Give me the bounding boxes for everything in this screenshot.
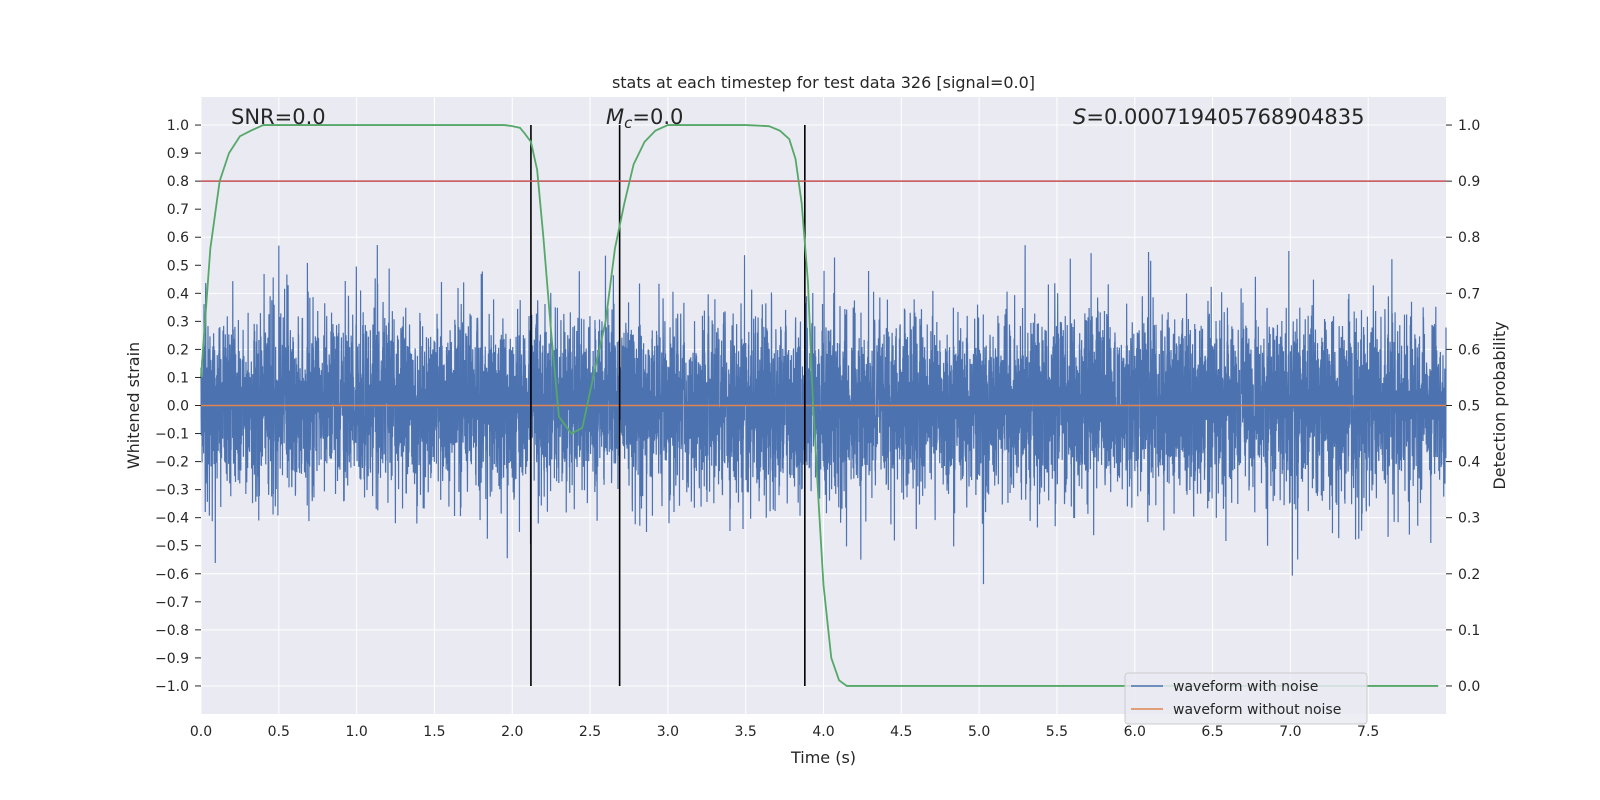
x-tick-label-11: 5.5	[1046, 724, 1068, 740]
detection-probability-path	[200, 124, 1439, 687]
y-tick-label-11: −0.1	[155, 427, 189, 443]
y-tick-label-16: −0.6	[155, 567, 189, 583]
x-tick-label-13: 6.5	[1201, 724, 1223, 740]
x-tick-label-6: 3.0	[657, 724, 679, 740]
x-axis-ticks: 0.0 0.5 1.0 1.5 2.0 2.5 3.0 3.5 4.0 4.5 5.0 5.5 6.0 6…	[190, 724, 1379, 740]
s-value: =0.000719405768904835	[1086, 105, 1364, 129]
y-axis-ticks: 1.0 0.9 0.8 0.7 0.6 0.5 0.4 0.3 0.2 0.1 0.0 −0.1 −0.…	[155, 118, 201, 695]
x-tick-label-9: 4.5	[890, 724, 912, 740]
vertical-markers	[530, 125, 806, 686]
y-tick-label-7: 0.3	[167, 314, 189, 330]
x-tick-label-10: 5.0	[968, 724, 990, 740]
legend-box	[1124, 672, 1368, 725]
x-tick-label-12: 6.0	[1124, 724, 1146, 740]
y2-tick-label-7: 0.3	[1458, 511, 1480, 527]
y2-tick-label-8: 0.2	[1458, 567, 1480, 583]
y2-axis-label: Detection probability	[1490, 321, 1509, 489]
x-tick-label-14: 7.0	[1279, 724, 1301, 740]
y-tick-label-15: −0.5	[155, 539, 189, 555]
y2-tick-label-1: 0.9	[1458, 174, 1480, 190]
y-tick-label-20: −1.0	[155, 679, 189, 695]
y2-tick-label-2: 0.8	[1458, 230, 1480, 246]
chirp-mass-symbol: M	[606, 105, 624, 129]
y-axis-label: Whitened strain	[124, 342, 143, 469]
y-tick-label-5: 0.5	[167, 258, 189, 274]
legend: waveform with noise waveform without noi…	[1124, 672, 1368, 725]
x-tick-label-2: 1.0	[345, 724, 367, 740]
y-tick-label-0: 1.0	[167, 118, 189, 134]
y-tick-label-9: 0.1	[167, 370, 189, 386]
chart-title: stats at each timestep for test data 326…	[612, 73, 1035, 92]
x-tick-label-4: 2.0	[501, 724, 523, 740]
waveform-with-noise-path	[200, 244, 1447, 585]
y2-tick-label-5: 0.5	[1458, 399, 1480, 415]
legend-label-waveform-with-noise: waveform with noise	[1173, 679, 1318, 695]
y2-tick-label-0: 1.0	[1458, 118, 1480, 134]
x-tick-label-5: 2.5	[579, 724, 601, 740]
s-annotation: S=0.000719405768904835	[1073, 105, 1364, 129]
y-tick-label-17: −0.7	[155, 595, 189, 611]
snr-annotation: SNR=0.0	[231, 105, 326, 129]
x-tick-label-1: 0.5	[268, 724, 290, 740]
chirp-mass-value: =0.0	[632, 105, 683, 129]
y2-tick-label-4: 0.6	[1458, 342, 1480, 358]
y-tick-label-10: 0.0	[167, 399, 189, 415]
y-tick-label-4: 0.6	[167, 230, 189, 246]
y-tick-label-1: 0.9	[167, 146, 189, 162]
chirp-mass-subscript: c	[624, 114, 633, 132]
x-tick-label-8: 4.0	[812, 724, 834, 740]
s-symbol: S	[1073, 105, 1086, 129]
x-axis-label: Time (s)	[790, 748, 856, 767]
y-tick-label-12: −0.2	[155, 455, 189, 471]
y-tick-label-14: −0.4	[155, 511, 189, 527]
chirp-mass-annotation: Mc=0.0	[606, 105, 683, 132]
y2-axis-ticks: 1.0 0.9 0.8 0.7 0.6 0.5 0.4 0.3 0.2 0.1 0.0	[1446, 118, 1480, 695]
y2-tick-label-10: 0.0	[1458, 679, 1480, 695]
x-tick-label-0: 0.0	[190, 724, 212, 740]
y2-tick-label-3: 0.7	[1458, 286, 1480, 302]
legend-label-waveform-without-noise: waveform without noise	[1173, 702, 1341, 718]
x-tick-label-7: 3.5	[735, 724, 757, 740]
y-tick-label-8: 0.2	[167, 342, 189, 358]
waveform-with-noise-line	[200, 244, 1447, 585]
x-tick-label-3: 1.5	[423, 724, 445, 740]
y-tick-label-2: 0.8	[167, 174, 189, 190]
x-tick-label-15: 7.5	[1357, 724, 1379, 740]
y-tick-label-6: 0.4	[167, 286, 189, 302]
y2-tick-label-9: 0.1	[1458, 623, 1480, 639]
y-tick-label-19: −0.9	[155, 651, 189, 667]
y-tick-label-13: −0.3	[155, 483, 189, 499]
y-tick-label-18: −0.8	[155, 623, 189, 639]
detection-probability-line	[200, 124, 1439, 687]
y-tick-label-3: 0.7	[167, 202, 189, 218]
y2-tick-label-6: 0.4	[1458, 455, 1480, 471]
